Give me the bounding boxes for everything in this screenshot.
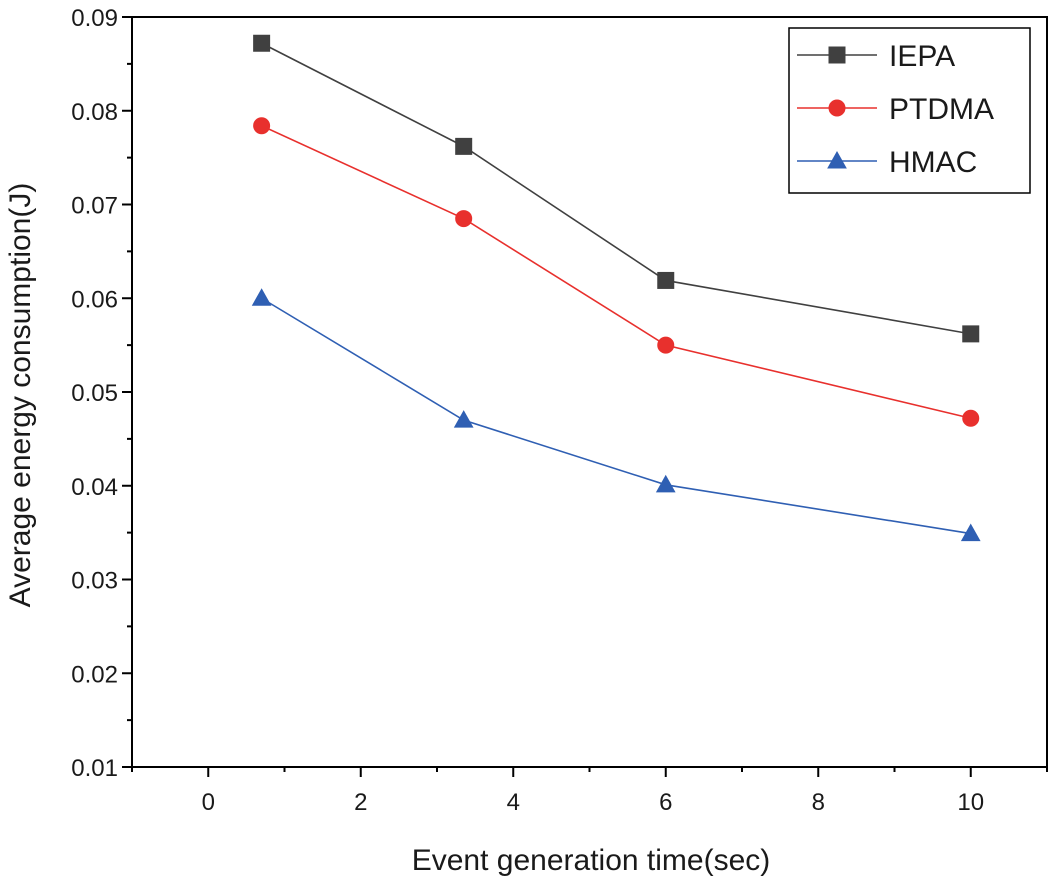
- y-tick-label: 0.02: [71, 661, 118, 688]
- data-point-hmac: [960, 523, 981, 542]
- legend: IEPA PTDMA HMAC: [788, 27, 1031, 194]
- data-point-hmac: [251, 288, 272, 306]
- y-tick-label: 0.08: [71, 99, 118, 126]
- series-iepa: [253, 34, 980, 343]
- y-tick-label: 0.04: [71, 474, 118, 501]
- y-tick-label: 0.06: [71, 286, 118, 313]
- y-tick-label: 0.09: [71, 5, 118, 32]
- legend-marker-iepa: [828, 46, 846, 64]
- x-axis-title: Event generation time(sec): [412, 844, 771, 877]
- legend-label-hmac: HMAC: [889, 146, 977, 179]
- series-group: [251, 34, 981, 542]
- y-tick-label: 0.05: [71, 380, 118, 407]
- y-axis-title: Average energy consumption(J): [4, 183, 37, 608]
- x-tick-label: 8: [812, 789, 825, 816]
- y-tick-label: 0.03: [71, 568, 118, 595]
- x-tick-label: 10: [957, 789, 984, 816]
- y-tick-label: 0.07: [71, 193, 118, 220]
- data-point-ptdma: [253, 117, 271, 135]
- x-tick-label: 4: [507, 789, 520, 816]
- data-point-iepa: [455, 137, 473, 155]
- data-point-iepa: [657, 271, 675, 289]
- data-point-ptdma: [962, 409, 980, 427]
- x-tick-label: 0: [202, 789, 215, 816]
- y-tick-label: 0.01: [71, 755, 118, 782]
- data-point-iepa: [962, 325, 980, 343]
- series-ptdma: [253, 117, 980, 427]
- legend-item-ptdma: PTDMA: [797, 93, 994, 126]
- data-point-hmac: [453, 410, 474, 428]
- series-hmac: [251, 288, 981, 542]
- data-point-ptdma: [455, 210, 473, 228]
- data-point-ptdma: [657, 336, 675, 354]
- axis-ticks: 0 2 4 6 8 10 0.01 0.02 0.03 0.04 0.05 0.06 0.07 0.08 0…: [71, 5, 1048, 816]
- legend-item-iepa: IEPA: [797, 40, 955, 73]
- data-point-hmac: [655, 474, 676, 493]
- series-line-ptdma: [261, 125, 971, 420]
- series-line-hmac: [261, 297, 971, 535]
- legend-marker-ptdma: [828, 99, 846, 117]
- x-tick-label: 2: [354, 789, 367, 816]
- legend-marker-hmac: [827, 150, 847, 169]
- x-tick-label: 6: [659, 789, 672, 816]
- series-line-iepa: [261, 42, 971, 335]
- legend-label-ptdma: PTDMA: [889, 93, 994, 126]
- legend-item-hmac: HMAC: [797, 146, 977, 179]
- legend-label-iepa: IEPA: [889, 40, 955, 73]
- data-point-iepa: [253, 34, 271, 52]
